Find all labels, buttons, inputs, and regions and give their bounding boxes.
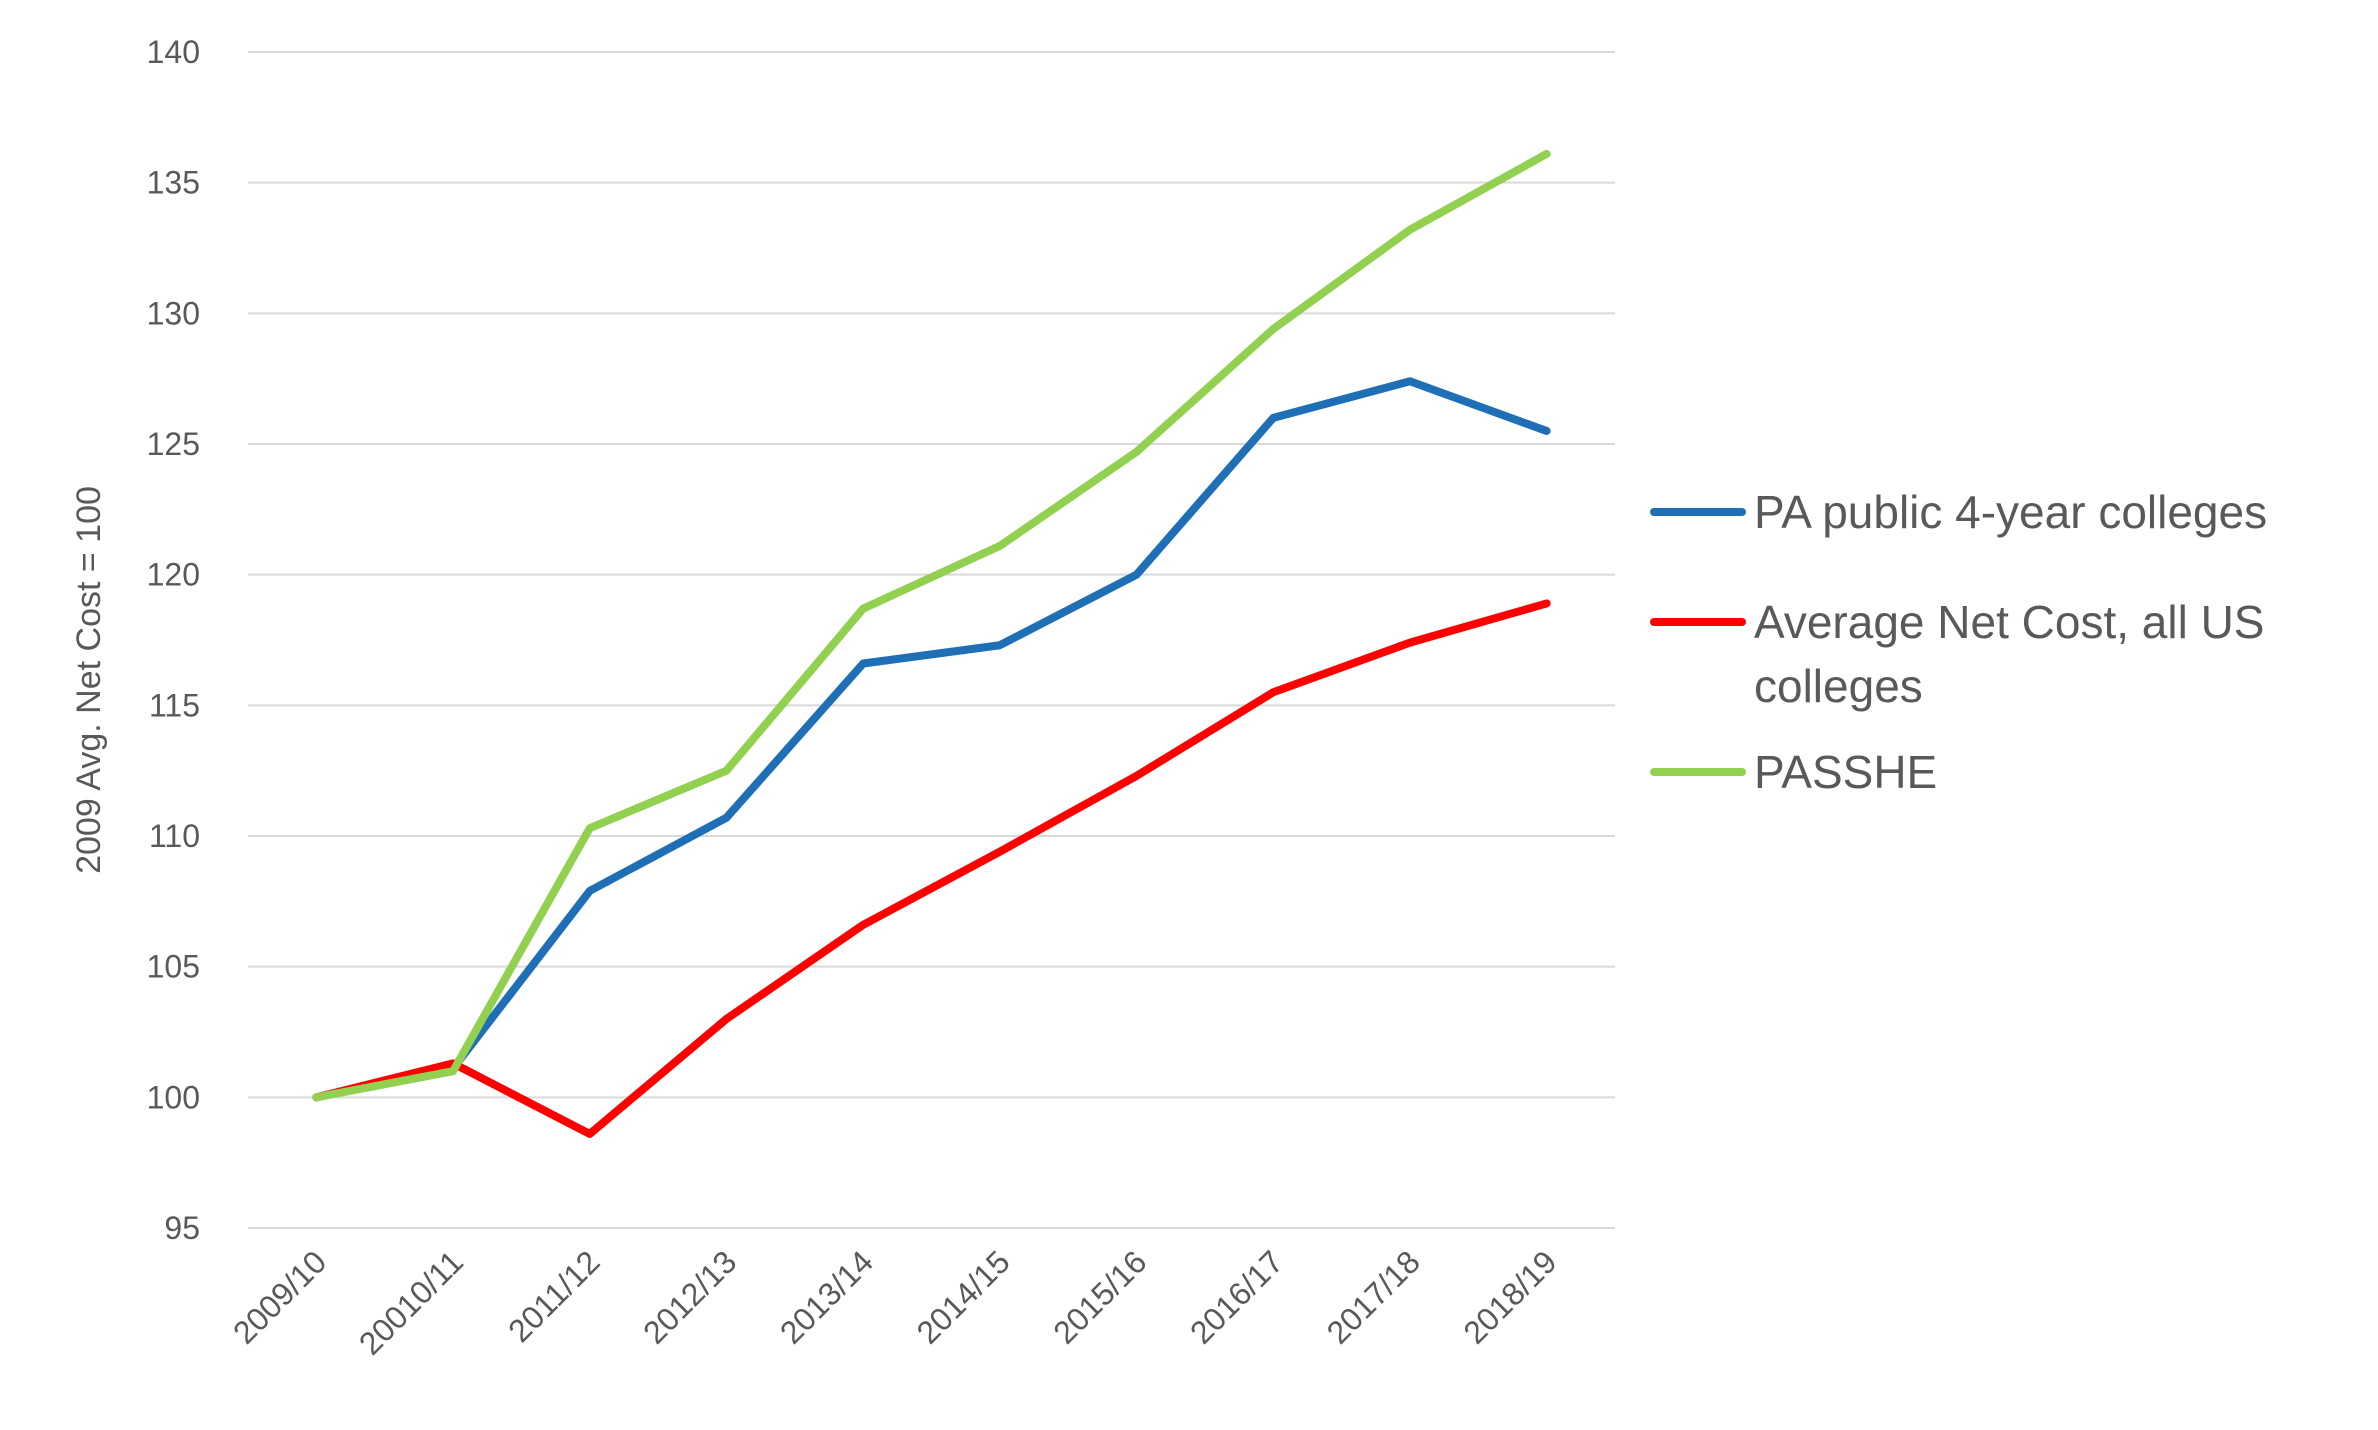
- y-axis-title: 2009 Avg. Net Cost = 100: [70, 486, 108, 874]
- y-tick-label: 110: [149, 818, 200, 854]
- x-tick-label: 2017/18: [1320, 1243, 1427, 1350]
- x-tick-label: 2016/17: [1183, 1243, 1290, 1350]
- legend-label: Average Net Cost, all US colleges: [1754, 596, 2265, 712]
- x-tick-label: 2018/19: [1456, 1243, 1563, 1350]
- x-tick-label: 20010/11: [352, 1243, 470, 1361]
- y-tick-label: 135: [147, 165, 200, 201]
- x-tick-label: 2013/14: [773, 1243, 880, 1350]
- legend-swatch: [1650, 768, 1746, 776]
- legend: PA public 4-year colleges Average Net Co…: [1650, 480, 2370, 804]
- x-tick-label: 2012/13: [636, 1243, 743, 1350]
- legend-item-pa-public: PA public 4-year colleges: [1650, 480, 2370, 590]
- y-tick-label: 95: [164, 1210, 200, 1246]
- x-tick-label: 2009/10: [226, 1243, 333, 1350]
- x-tick-label: 2014/15: [910, 1243, 1017, 1350]
- series-line-0: [312, 377, 1551, 1102]
- series-lines: [312, 149, 1551, 1138]
- legend-label: PASSHE: [1754, 746, 1938, 798]
- y-tick-label: 125: [147, 426, 200, 462]
- y-tick-label: 100: [147, 1079, 200, 1115]
- y-tick-label: 120: [147, 557, 200, 593]
- legend-swatch: [1650, 618, 1746, 626]
- x-tick-label: 2015/16: [1046, 1243, 1153, 1350]
- x-tick-labels: 2009/10 20010/11 2011/12 2012/13 2013/14 2014…: [226, 1243, 1564, 1361]
- legend-item-passhe: PASSHE: [1650, 740, 2370, 804]
- x-tick-label: 2011/12: [501, 1243, 607, 1349]
- y-tick-labels: 95 100 105 110 115 120 125 130 135 140: [147, 34, 200, 1246]
- y-tick-label: 140: [147, 34, 200, 70]
- y-tick-label: 105: [147, 949, 200, 985]
- legend-swatch: [1650, 508, 1746, 516]
- y-tick-label: 130: [147, 295, 200, 331]
- y-tick-label: 115: [149, 687, 200, 723]
- legend-item-avg-net-cost: Average Net Cost, all US colleges: [1650, 590, 2370, 740]
- series-line-1: [312, 599, 1551, 1138]
- legend-label: PA public 4-year colleges: [1754, 486, 2268, 538]
- series-line-2: [312, 149, 1551, 1102]
